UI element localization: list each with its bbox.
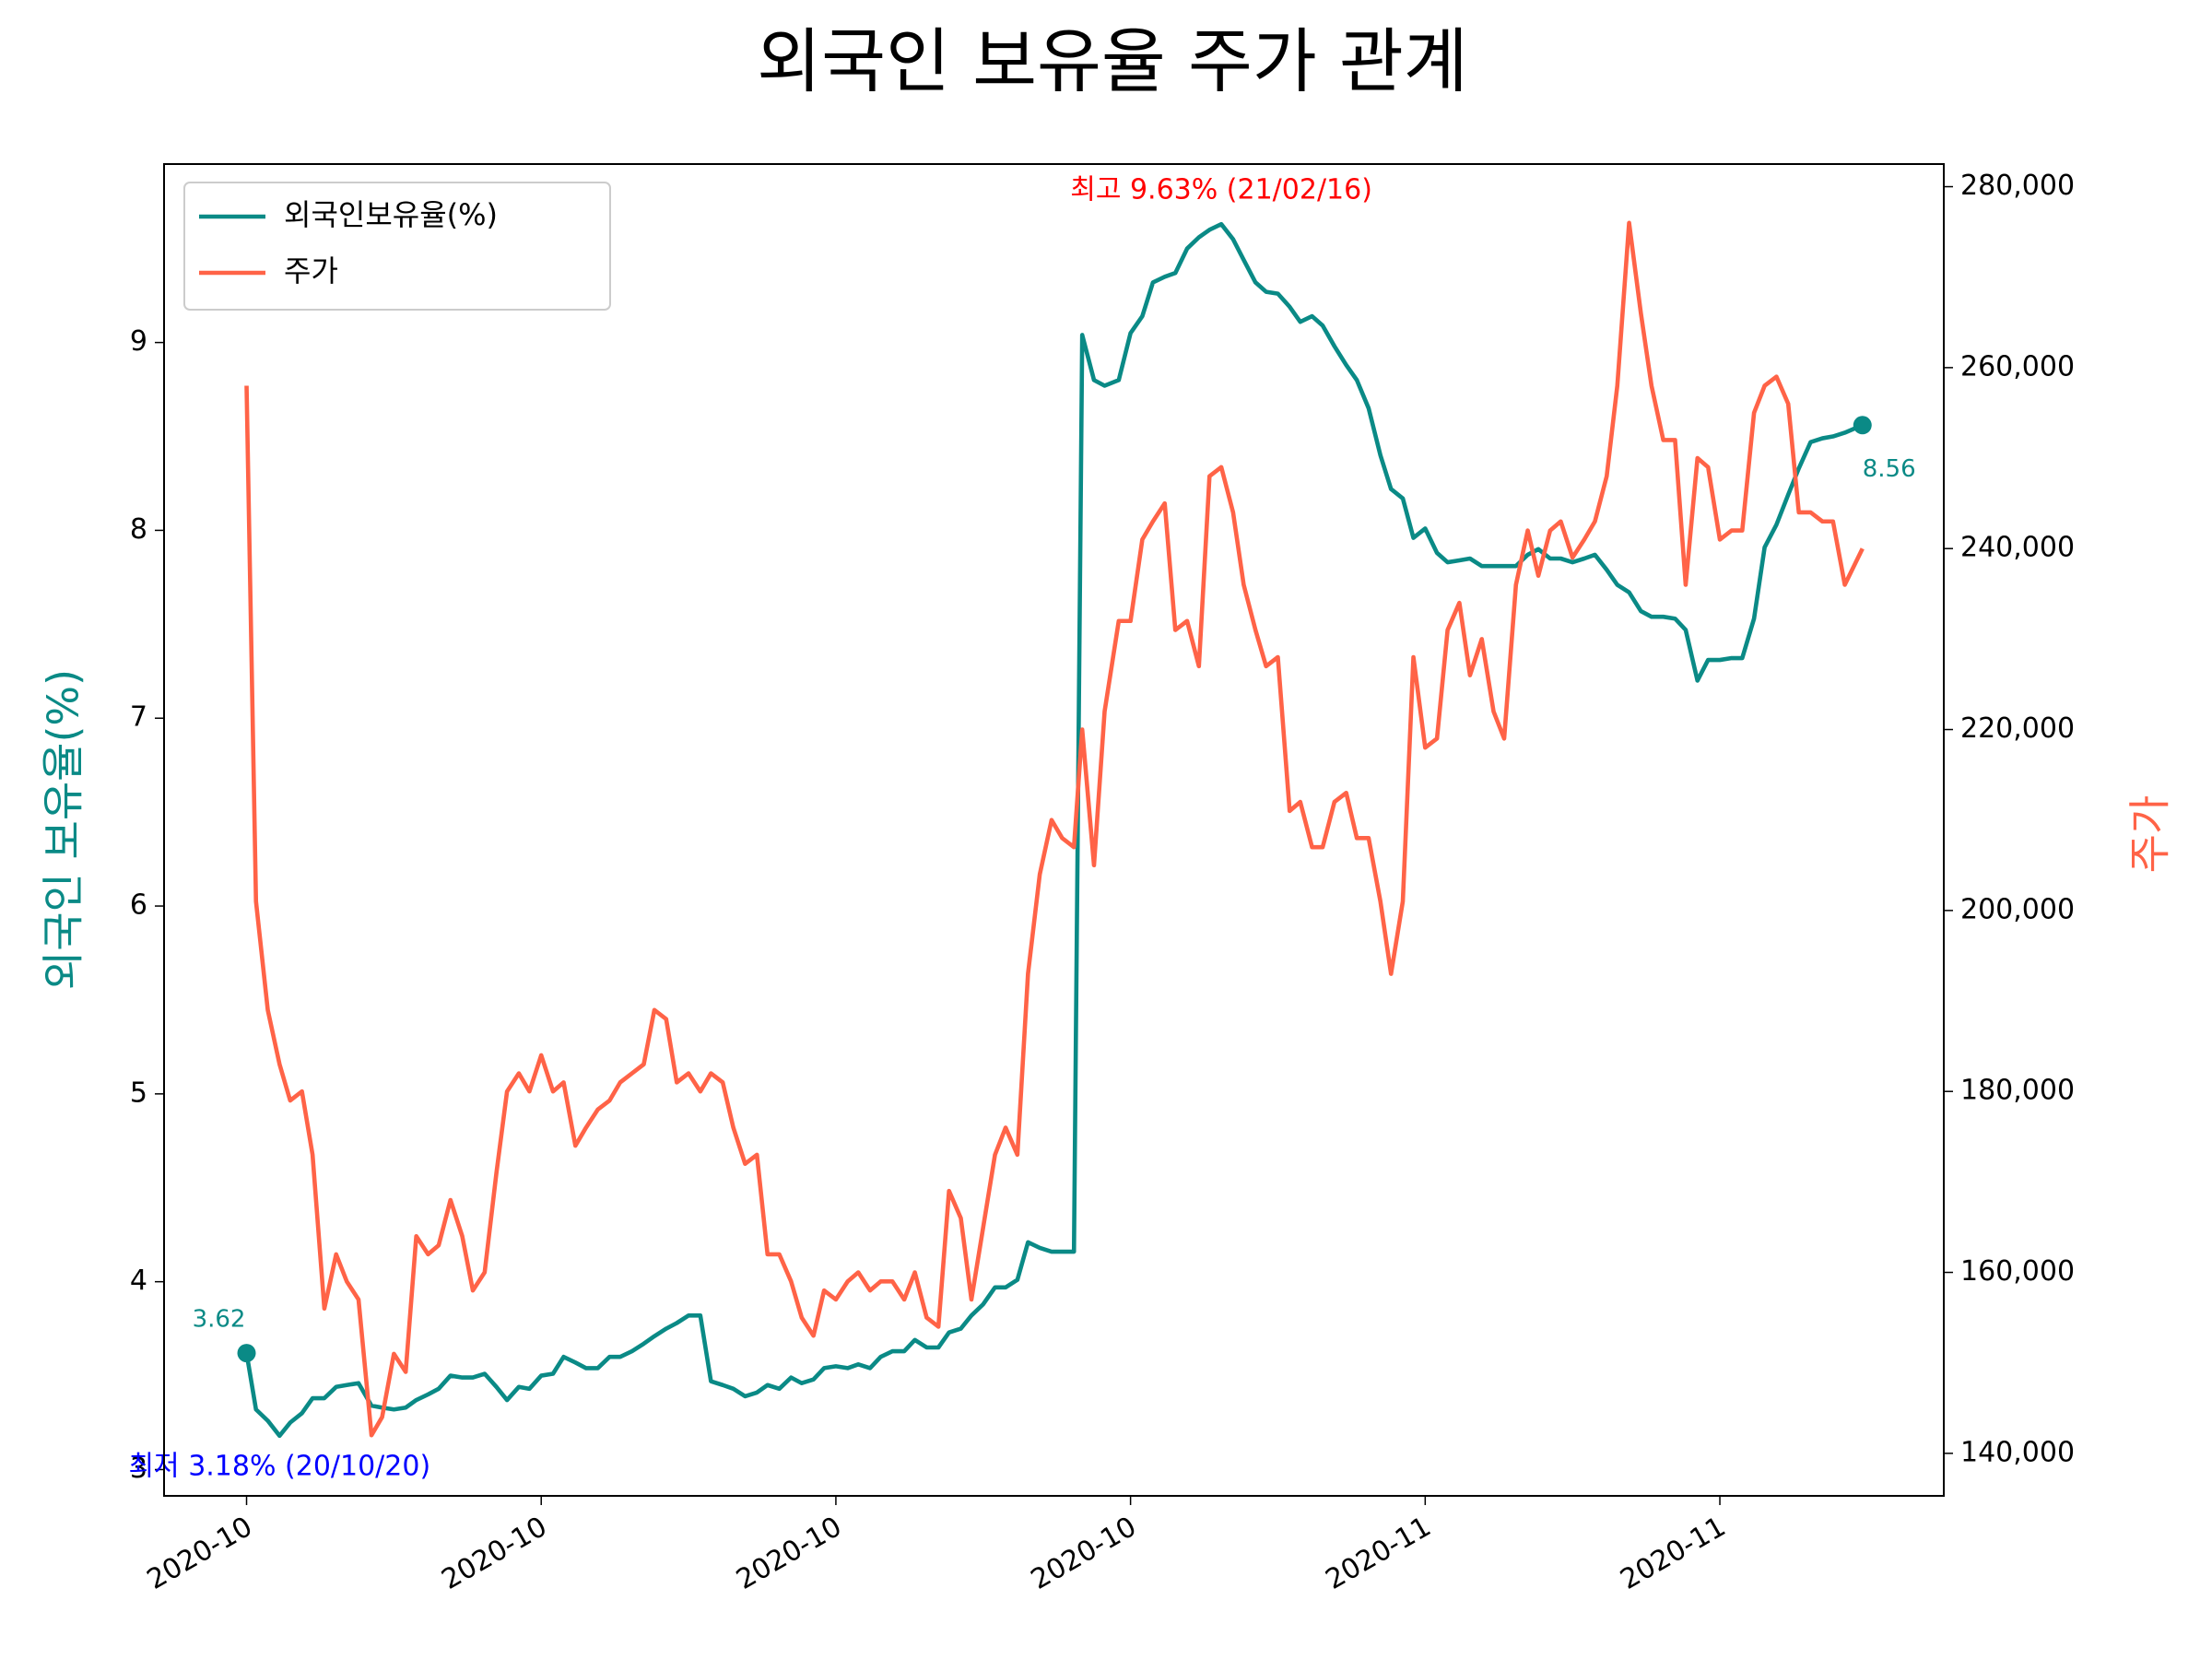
y2-axis-label: 주가	[2125, 795, 2175, 874]
point-label: 8.56	[1863, 455, 1916, 483]
annotation: 최저 3.18% (20/10/20)	[128, 1450, 430, 1482]
y2-tick-label: 180,000	[1960, 1075, 2075, 1107]
series-line	[244, 220, 1865, 1438]
y-tick-label: 5	[130, 1077, 147, 1109]
y2-tick-label: 260,000	[1960, 350, 2075, 382]
y2-tick-label: 160,000	[1960, 1255, 2075, 1288]
y-tick-label: 3	[130, 1453, 147, 1485]
plot-frame	[163, 163, 1945, 1497]
y-tick-label: 7	[130, 701, 147, 734]
end-marker	[1853, 416, 1872, 435]
point-label: 3.62	[193, 1306, 246, 1334]
y2-tick-label: 140,000	[1960, 1436, 2075, 1468]
y-axis-label: 외국인 보유율(%)	[39, 669, 88, 990]
y-tick-label: 8	[130, 513, 147, 546]
legend-label: 외국인보유율(%)	[284, 197, 498, 232]
annotation: 최고 9.63% (21/02/16)	[1070, 174, 1372, 206]
y-tick-label: 6	[130, 889, 147, 922]
end-marker	[237, 1344, 256, 1363]
y2-tick-label: 200,000	[1960, 893, 2075, 925]
y-tick-label: 9	[130, 325, 147, 358]
y2-tick-label: 280,000	[1960, 170, 2075, 202]
y-tick-label: 4	[130, 1265, 147, 1297]
legend: 외국인보유율(%) 주가	[183, 182, 611, 311]
y2-tick-label: 240,000	[1960, 532, 2075, 564]
legend-box	[183, 182, 611, 311]
series-line	[244, 221, 1864, 1439]
chart-title: 외국인 보유율 주가 관계	[757, 20, 1468, 102]
y2-tick-label: 220,000	[1960, 712, 2075, 745]
legend-label: 주가	[284, 253, 338, 288]
